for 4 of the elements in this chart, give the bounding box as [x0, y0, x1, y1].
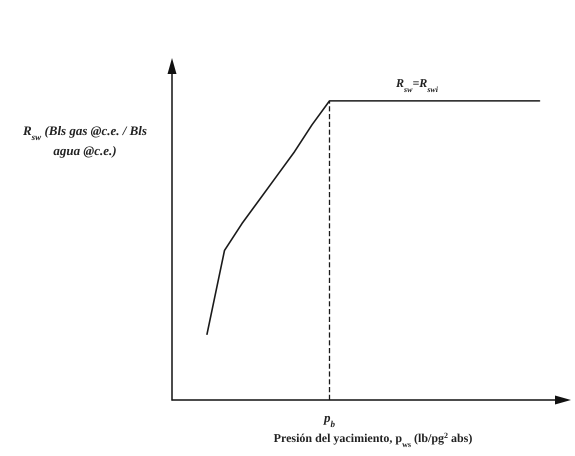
y-axis-title: R$_{sw}$ (Bls gas @c.e. / Bls agua @c.e.): [22, 123, 147, 158]
text: p$_{b}$: [323, 410, 336, 429]
x-axis-title: Presión del yacimiento, p$_{ws}$ (lb/pg$^{2}$ abs): [274, 430, 472, 448]
text: R$_{sw}$=R$_{swi}$: [395, 76, 439, 94]
